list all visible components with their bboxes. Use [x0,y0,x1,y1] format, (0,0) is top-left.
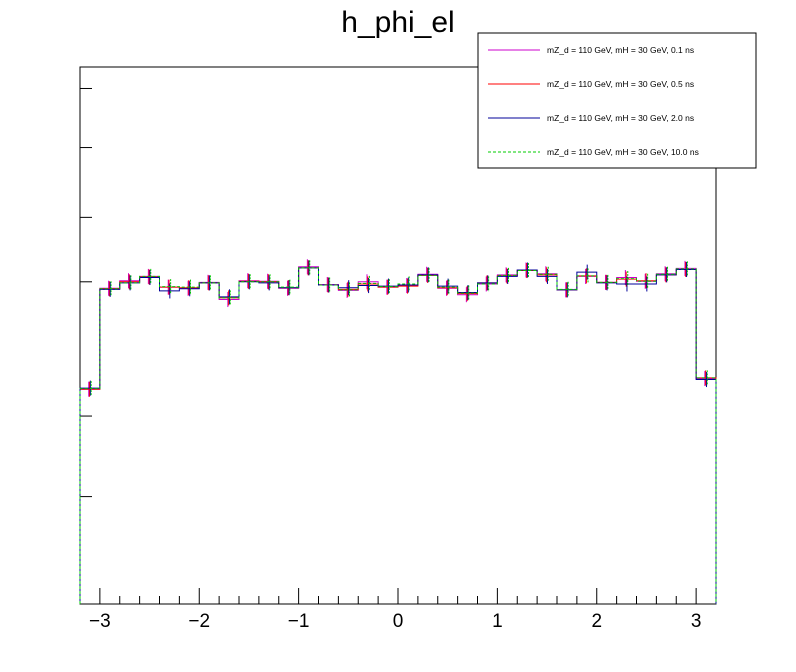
series-step-line [79,267,717,604]
x-tick-label: 3 [691,611,702,632]
legend-entry-label: mZ_d = 110 GeV, mH = 30 GeV, 2.0 ns [547,113,694,123]
series-layer [79,259,717,604]
x-tick-label: 2 [591,611,602,632]
x-tick-label: −2 [188,611,210,632]
legend-entry-label: mZ_d = 110 GeV, mH = 30 GeV, 0.1 ns [547,45,694,55]
legend-entry-label: mZ_d = 110 GeV, mH = 30 GeV, 10.0 ns [547,147,699,157]
x-tick-label: −1 [288,611,310,632]
chart-title: h_phi_el [341,6,454,39]
axes: −3 −2 −1 0 1 2 3 [79,87,717,632]
x-tick-label: 0 [393,611,404,632]
series-step-line [79,267,717,604]
x-tick-label: 1 [492,611,503,632]
series-4 [79,260,717,604]
legend[interactable]: mZ_d = 110 GeV, mH = 30 GeV, 0.1 ns mZ_d … [477,32,757,169]
x-tick-label: −3 [89,611,111,632]
legend-box [477,32,757,169]
legend-entry-label: mZ_d = 110 GeV, mH = 30 GeV, 0.5 ns [547,79,694,89]
